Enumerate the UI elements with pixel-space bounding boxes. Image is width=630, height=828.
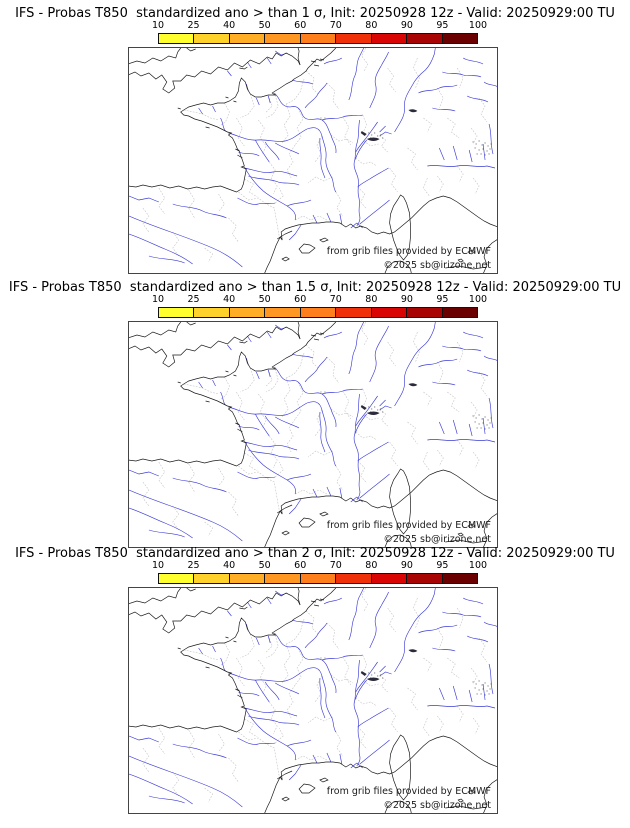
- basemap-svg: [129, 588, 497, 813]
- colorbar-tick-label: 95: [436, 294, 449, 305]
- map-frame: from grib files provided by ECMWF ©2025 …: [128, 47, 498, 274]
- colorbar-bar: [158, 573, 478, 584]
- panel-title: IFS - Probas T850 standardized ano > tha…: [8, 280, 622, 295]
- colorbar-tick-label: 90: [400, 20, 413, 31]
- colorbar: 10 25 40 50 60 70 80 90 95 100: [152, 560, 487, 585]
- colorbar-segment: [371, 34, 408, 43]
- colorbar-tick-label: 10: [151, 560, 165, 571]
- forecast-panel-1p5sigma: IFS - Probas T850 standardized ano > tha…: [0, 274, 630, 548]
- colorbar-tick-label: 100: [468, 294, 488, 305]
- colorbar-tick-label: 95: [436, 20, 449, 31]
- panel-title: IFS - Probas T850 standardized ano > tha…: [15, 546, 615, 561]
- colorbar-segment: [194, 34, 230, 43]
- colorbar-segment: [442, 34, 477, 43]
- colorbar-tick-label: 70: [329, 20, 342, 31]
- colorbar-tick-label: 50: [258, 294, 271, 305]
- forecast-panel-1sigma: IFS - Probas T850 standardized ano > tha…: [0, 0, 630, 274]
- map-attribution-copyright: ©2025 sb@irizone.net: [383, 260, 491, 271]
- colorbar-bar: [158, 307, 478, 318]
- basemap-svg: [129, 322, 497, 547]
- colorbar-tick-label: 80: [365, 20, 378, 31]
- colorbar-tick-label: 10: [151, 294, 165, 305]
- colorbar-tick-label: 90: [400, 560, 413, 571]
- colorbar-tick-label: 90: [400, 294, 413, 305]
- colorbar-segment: [407, 308, 443, 317]
- colorbar-segment: [336, 574, 372, 583]
- colorbar-tick-label: 10: [151, 20, 165, 31]
- colorbar-tick-label: 40: [223, 294, 236, 305]
- panel-title: IFS - Probas T850 standardized ano > tha…: [15, 6, 615, 21]
- colorbar-tick-label: 80: [365, 294, 378, 305]
- colorbar-segment: [194, 574, 230, 583]
- colorbar-tick-label: 100: [468, 20, 488, 31]
- map-attribution-source: from grib files provided by ECMWF: [326, 786, 491, 797]
- colorbar-segment: [265, 308, 301, 317]
- colorbar-segment: [371, 574, 408, 583]
- colorbar: 10 25 40 50 60 70 80 90 95 100: [152, 20, 487, 45]
- forecast-panel-2sigma: IFS - Probas T850 standardized ano > tha…: [0, 540, 630, 814]
- colorbar-segment: [265, 574, 301, 583]
- colorbar-ticks: 10 25 40 50 60 70 80 90 95 100: [152, 20, 487, 31]
- colorbar-segment: [300, 34, 337, 43]
- colorbar-tick-label: 70: [329, 560, 342, 571]
- map-frame: from grib files provided by ECMWF ©2025 …: [128, 587, 498, 814]
- colorbar-ticks: 10 25 40 50 60 70 80 90 95 100: [152, 294, 487, 305]
- colorbar-tick-label: 80: [365, 560, 378, 571]
- colorbar-segment: [159, 34, 195, 43]
- colorbar-segment: [229, 308, 266, 317]
- colorbar-segment: [336, 308, 372, 317]
- colorbar-tick-label: 60: [294, 560, 307, 571]
- colorbar-tick-label: 25: [187, 560, 200, 571]
- colorbar-segment: [371, 308, 408, 317]
- colorbar-segment: [159, 308, 195, 317]
- colorbar-segment: [442, 308, 477, 317]
- colorbar-tick-label: 60: [294, 294, 307, 305]
- colorbar-tick-label: 70: [329, 294, 342, 305]
- colorbar-tick-label: 25: [187, 294, 200, 305]
- colorbar-tick-label: 60: [294, 20, 307, 31]
- map-attribution-source: from grib files provided by ECMWF: [326, 520, 491, 531]
- colorbar-segment: [336, 34, 372, 43]
- colorbar-segment: [407, 34, 443, 43]
- colorbar-tick-label: 40: [223, 560, 236, 571]
- basemap-svg: [129, 48, 497, 273]
- colorbar-segment: [300, 308, 337, 317]
- colorbar-segment: [407, 574, 443, 583]
- map-frame: from grib files provided by ECMWF ©2025 …: [128, 321, 498, 548]
- colorbar-segment: [159, 574, 195, 583]
- colorbar-segment: [265, 34, 301, 43]
- colorbar-bar: [158, 33, 478, 44]
- colorbar-tick-label: 50: [258, 20, 271, 31]
- colorbar-segment: [194, 308, 230, 317]
- map-attribution-source: from grib files provided by ECMWF: [326, 246, 491, 257]
- map-attribution-copyright: ©2025 sb@irizone.net: [383, 534, 491, 545]
- colorbar: 10 25 40 50 60 70 80 90 95 100: [152, 294, 487, 319]
- colorbar-ticks: 10 25 40 50 60 70 80 90 95 100: [152, 560, 487, 571]
- colorbar-segment: [300, 574, 337, 583]
- colorbar-tick-label: 95: [436, 560, 449, 571]
- colorbar-tick-label: 100: [468, 560, 488, 571]
- map-attribution-copyright: ©2025 sb@irizone.net: [383, 800, 491, 811]
- colorbar-segment: [229, 34, 266, 43]
- colorbar-tick-label: 50: [258, 560, 271, 571]
- colorbar-segment: [229, 574, 266, 583]
- colorbar-tick-label: 40: [223, 20, 236, 31]
- colorbar-tick-label: 25: [187, 20, 200, 31]
- colorbar-segment: [442, 574, 477, 583]
